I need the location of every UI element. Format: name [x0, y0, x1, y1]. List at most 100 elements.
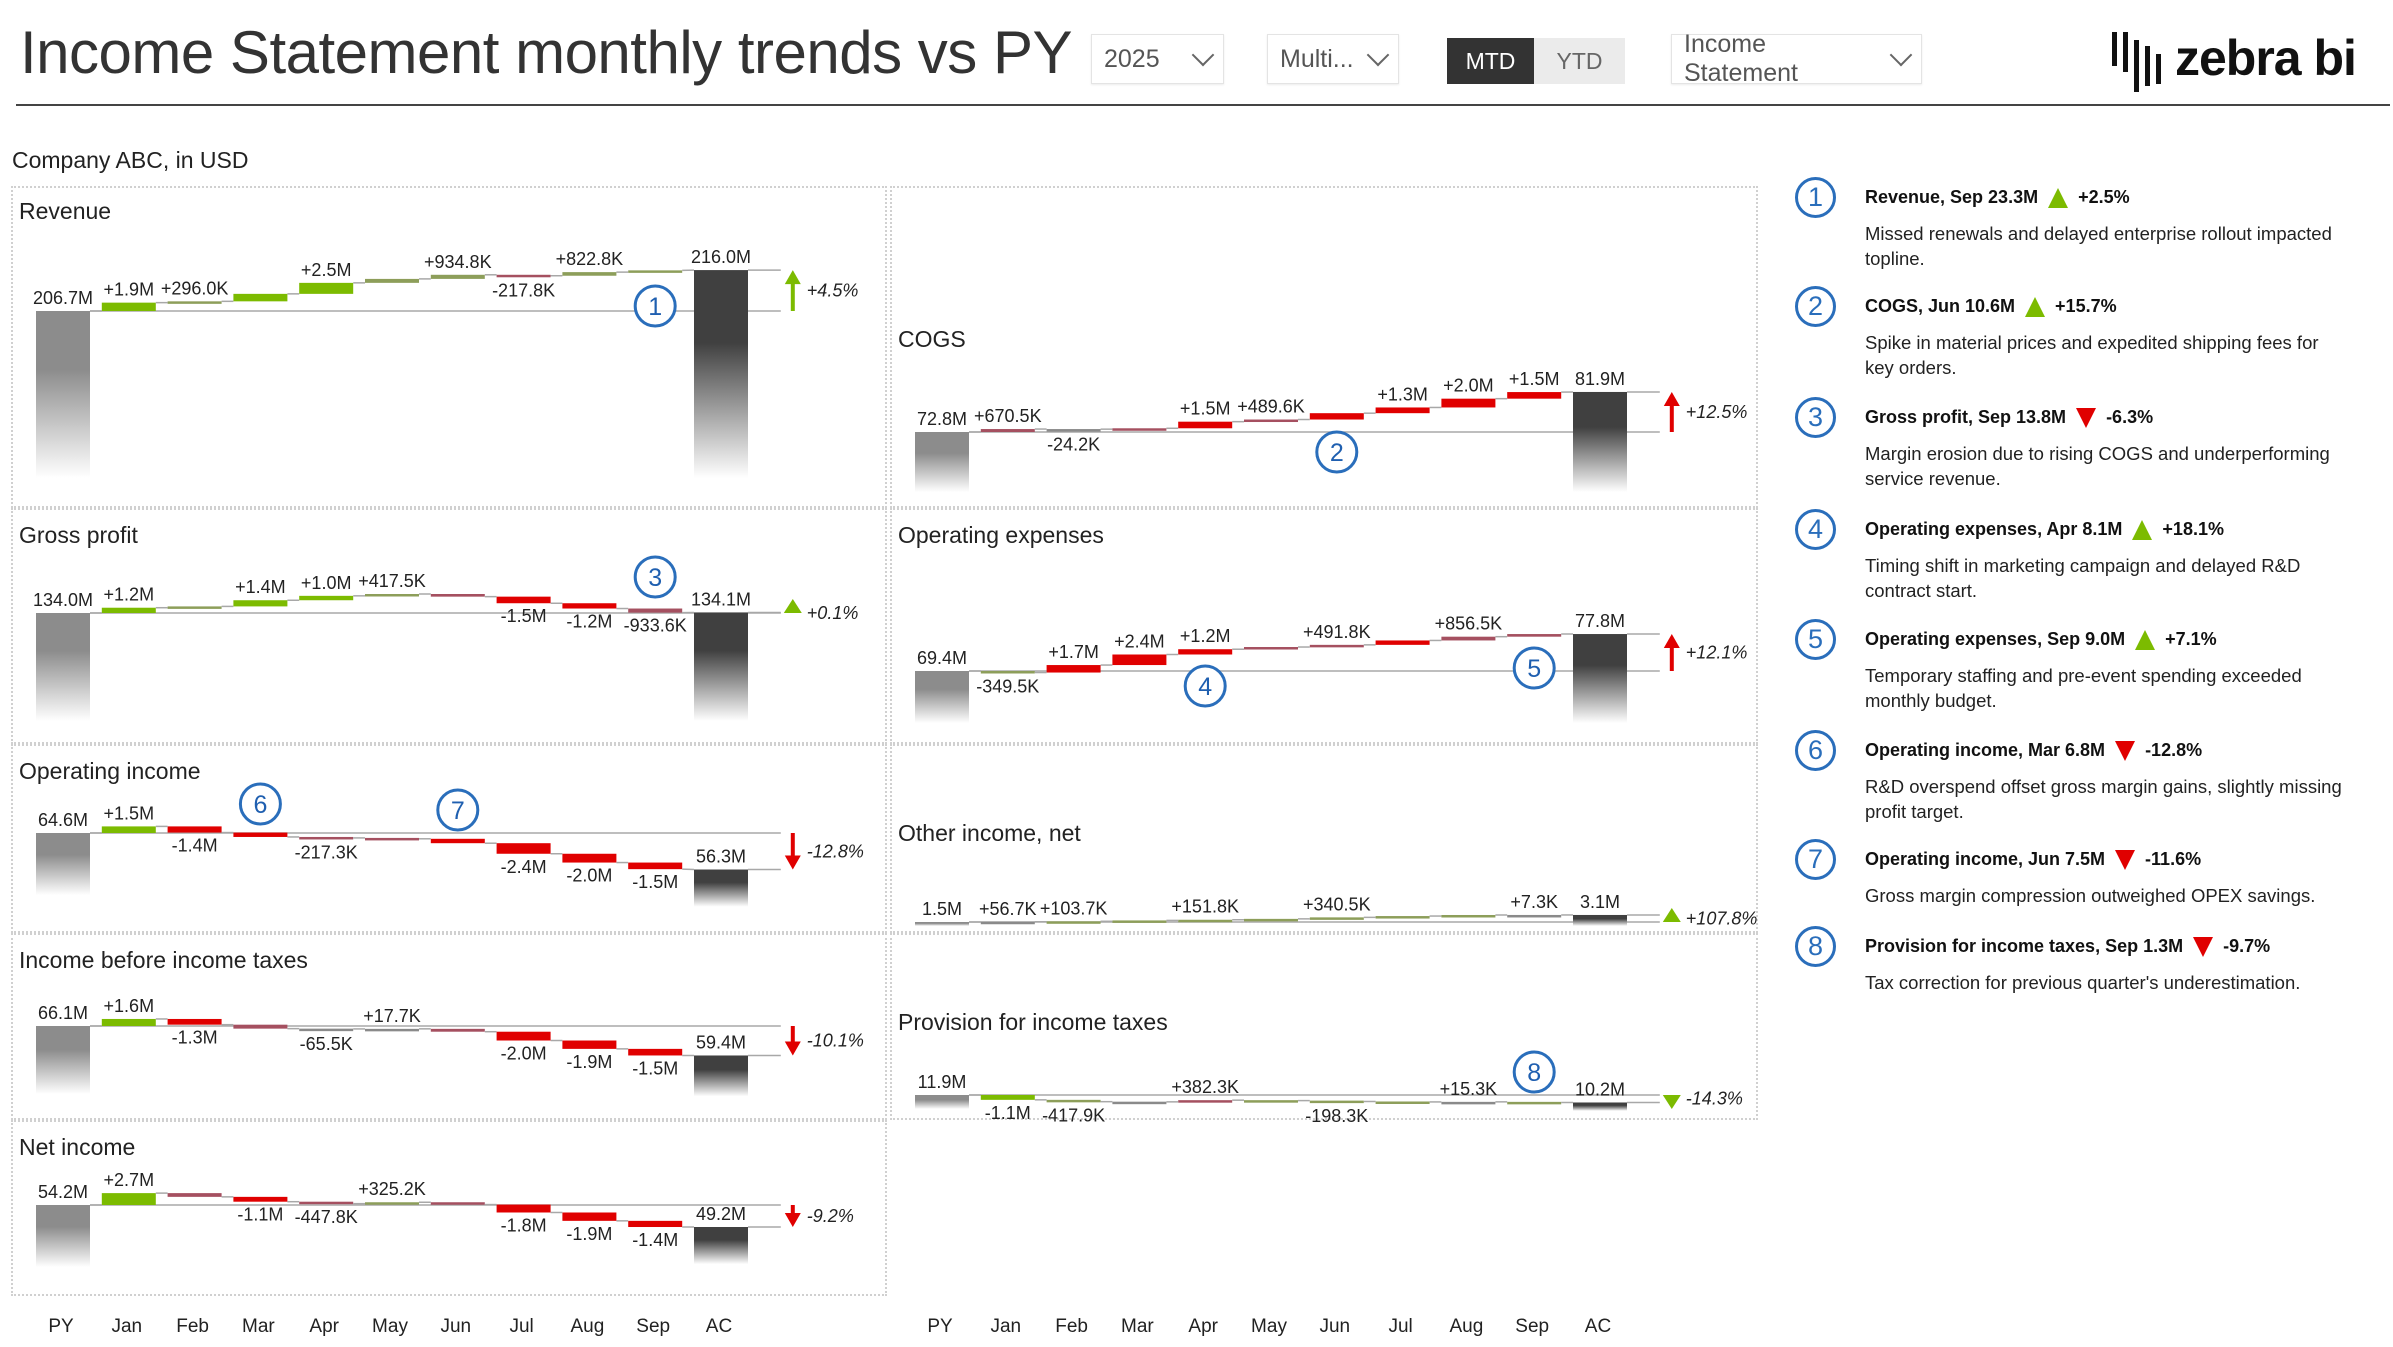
bar-sep	[628, 862, 683, 870]
annotation-marker[interactable]: 1	[633, 284, 677, 328]
chart-panel-gross-profit: Gross profit 134.0M +1.2M +1.4M +1.0M +417.5K…	[11, 508, 887, 744]
year-dropdown[interactable]: 2025	[1091, 34, 1224, 84]
bar-jan	[980, 1095, 1035, 1100]
annotation-heading: Operating income, Mar 6.8M -12.8%	[1865, 740, 2202, 761]
label-sep: -933.6K	[624, 616, 687, 636]
label-apr: +151.8K	[1171, 897, 1239, 917]
label-jan: +1.5M	[104, 803, 155, 823]
annotation-heading: Revenue, Sep 23.3M +2.5%	[1865, 187, 2130, 208]
chevron-down-icon	[1889, 43, 1913, 67]
x-axis-label-aug: Aug	[570, 1316, 605, 1337]
annotation-number-badge[interactable]: 1	[1795, 177, 1836, 218]
chart-title: Net income	[19, 1134, 136, 1160]
mtd-toggle-button[interactable]: MTD	[1447, 38, 1534, 84]
annotation-marker[interactable]: 2	[1315, 430, 1359, 474]
report-dropdown-value: Income Statement	[1684, 30, 1798, 87]
label-apr: +1.0M	[301, 573, 352, 593]
x-axis-label-py: PY	[48, 1316, 74, 1337]
label-feb: -24.2K	[1047, 435, 1100, 455]
label-aug: +856.5K	[1435, 614, 1503, 634]
company-subtitle: Company ABC, in USD	[12, 147, 249, 173]
label-aug: -2.0M	[566, 866, 612, 886]
annotation-marker[interactable]: 4	[1183, 664, 1227, 708]
label-aug: -1.9M	[566, 1052, 612, 1072]
annotation-pct: +7.1%	[2165, 629, 2217, 649]
bar-jun	[430, 1028, 485, 1032]
annotation-number-badge[interactable]: 4	[1795, 509, 1836, 550]
x-axis-label-feb: Feb	[176, 1316, 209, 1337]
annotation-marker[interactable]: 7	[436, 788, 480, 832]
chart-title: Income before income taxes	[19, 947, 308, 973]
label-py: 64.6M	[38, 810, 88, 830]
bar-py	[915, 922, 969, 926]
waterfall-chart: 66.1M +1.6M -1.3M -65.5K +17.7K -2.0M -1.9M -1.…	[36, 996, 864, 1097]
chart-title: Provision for income taxes	[898, 1009, 1168, 1035]
label-jan: +1.6M	[104, 996, 155, 1016]
bar-jul	[496, 274, 551, 278]
annotation-description: Tax correction for previous quarter's un…	[1865, 972, 2301, 993]
page-title: Income Statement monthly trends vs PY	[20, 19, 1072, 86]
bar-mar	[233, 293, 288, 302]
marker-number: 5	[1527, 655, 1541, 683]
annotation-heading: COGS, Jun 10.6M +15.7%	[1865, 296, 2117, 317]
annotation-marker[interactable]: 8	[1512, 1050, 1556, 1094]
annotation-marker[interactable]: 6	[238, 782, 282, 826]
bar-jul	[496, 596, 551, 604]
annotation-number-badge[interactable]: 8	[1795, 926, 1836, 967]
multi-select-dropdown[interactable]: Multi...	[1267, 34, 1399, 84]
bar-feb	[167, 826, 222, 833]
x-axis-label-feb: Feb	[1055, 1316, 1088, 1337]
label-sep: -1.4M	[632, 1230, 678, 1250]
label-jun: +491.8K	[1303, 622, 1371, 642]
label-aug: -1.2M	[566, 612, 612, 632]
variance-label: +0.1%	[807, 603, 859, 623]
chart-title: Operating income	[19, 758, 201, 784]
x-axis-label-sep: Sep	[636, 1316, 671, 1337]
label-jul: -1.5M	[501, 606, 547, 626]
label-jan: +56.7K	[979, 899, 1037, 919]
bar-jun	[430, 274, 485, 279]
label-jun: -198.3K	[1305, 1106, 1368, 1126]
bar-jul	[1375, 640, 1430, 645]
label-jul: +1.3M	[1377, 384, 1428, 404]
bar-may	[1244, 1100, 1298, 1103]
marker-number: 2	[1330, 439, 1344, 467]
x-axis-label-mar: Mar	[1121, 1316, 1154, 1337]
waterfall-chart: 54.2M+2.7M-1.1M -447.8K+325.2K-1.8M -1.9M -…	[36, 1170, 854, 1267]
marker-number: 7	[451, 797, 465, 825]
label-mar: -1.1M	[237, 1205, 283, 1225]
label-aug: +2.0M	[1443, 376, 1494, 396]
arrow-up-icon	[1663, 634, 1680, 649]
annotation-description: Gross margin compression outweighed OPEX…	[1865, 885, 2316, 906]
annotation-heading: Gross profit, Sep 13.8M -6.3%	[1865, 407, 2153, 428]
marker-number: 4	[1198, 673, 1212, 701]
bar-aug	[1441, 1101, 1496, 1105]
bar-apr	[299, 1201, 354, 1205]
label-apr: -447.8K	[295, 1207, 358, 1227]
annotation-number-badge[interactable]: 3	[1795, 397, 1836, 438]
label-may: +489.6K	[1237, 397, 1305, 417]
label-sep: -1.5M	[632, 872, 678, 892]
annotation-number-badge[interactable]: 6	[1795, 730, 1836, 771]
annotation-marker[interactable]: 3	[633, 555, 677, 599]
ytd-toggle-button[interactable]: YTD	[1534, 38, 1625, 84]
bar-may	[365, 1202, 419, 1205]
report-dropdown[interactable]: Income Statement	[1671, 30, 1922, 87]
bar-may	[365, 278, 419, 283]
marker-number: 1	[648, 293, 662, 321]
annotation-number-badge[interactable]: 7	[1795, 839, 1836, 880]
bar-jan	[980, 671, 1035, 674]
x-axis-label-jan: Jan	[111, 1316, 143, 1337]
bar-jan	[980, 429, 1035, 432]
annotation-description: Timing shift in marketing campaign and d…	[1865, 555, 2301, 601]
bar-sep	[1507, 1101, 1562, 1105]
annotation-heading: Operating income, Jun 7.5M -11.6%	[1865, 849, 2201, 870]
label-may: +417.5K	[358, 571, 426, 591]
triangle-down-icon	[2193, 936, 2214, 957]
annotation-number-badge[interactable]: 5	[1795, 619, 1836, 660]
x-axis-label-ac: AC	[1584, 1316, 1612, 1337]
annotation-number-badge[interactable]: 2	[1795, 286, 1836, 327]
triangle-up-icon	[2025, 296, 2046, 317]
bar-may	[1244, 918, 1298, 922]
annotation-marker[interactable]: 5	[1512, 646, 1556, 690]
